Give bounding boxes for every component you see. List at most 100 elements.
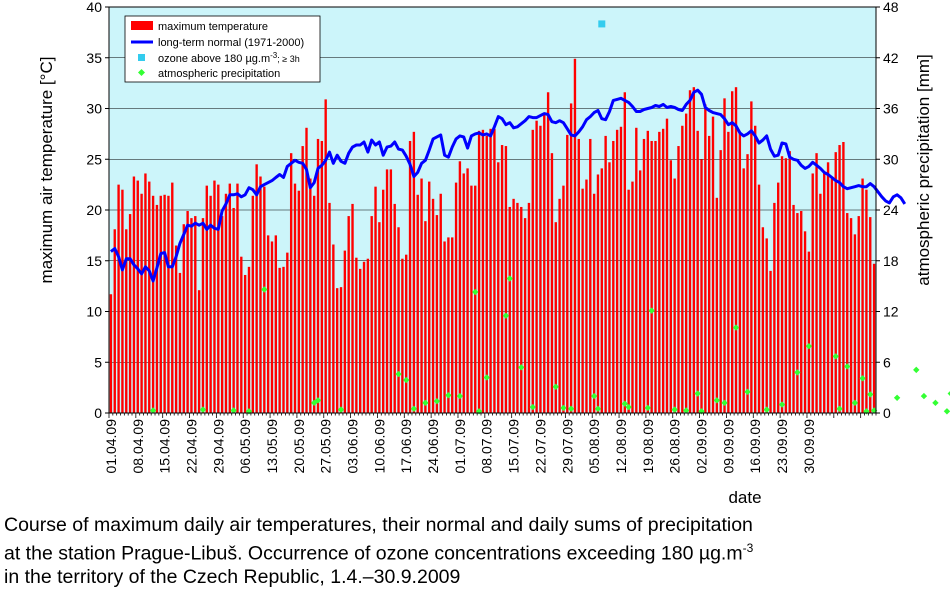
y2-tick-label: 42 (883, 50, 899, 66)
temperature-bar (738, 132, 742, 414)
precipitation-marker (947, 391, 950, 396)
legend-ozone-a: ozone above 180 µg.m (158, 53, 270, 65)
y2-tick-label: 18 (883, 253, 899, 269)
precipitation-marker (506, 275, 513, 282)
temperature-bar (761, 227, 765, 413)
precipitation-marker (851, 399, 859, 407)
precipitation-marker (943, 408, 950, 415)
temperature-bar (335, 288, 339, 413)
temperature-bar (516, 202, 519, 413)
temperature-bar (823, 173, 826, 413)
temperature-bar (385, 169, 389, 413)
precipitation-marker (529, 403, 536, 411)
temperature-bar (497, 162, 500, 413)
temperature-bar (186, 211, 189, 413)
temperature-bar (270, 241, 274, 413)
temperature-bar (692, 87, 696, 413)
precipitation-marker (560, 404, 567, 412)
precipitation-marker (778, 401, 786, 408)
max-temperature-bars (109, 58, 876, 414)
precipitation-marker (832, 353, 839, 360)
temperature-bar (723, 98, 726, 413)
temperature-bar (558, 198, 561, 413)
temperature-bar (312, 195, 316, 413)
temperature-bar (339, 287, 343, 413)
precipitation-marker (518, 364, 525, 371)
x-tick-label: 01.07.09 (452, 419, 468, 474)
temperature-bar (523, 218, 527, 413)
temperature-bar (278, 267, 281, 413)
temperature-bar (769, 270, 772, 413)
temperature-bar (569, 103, 573, 414)
temperature-bar (151, 195, 155, 413)
temperature-bar (174, 245, 178, 413)
x-tick-label: 19.08.09 (640, 419, 656, 474)
temperature-bar (796, 213, 799, 413)
temperature-bar (811, 173, 814, 413)
temperature-bar (853, 234, 857, 413)
temperature-bar (255, 164, 258, 413)
temperature-bar (140, 193, 143, 413)
temperature-bar (642, 138, 646, 413)
temperature-bar (800, 211, 803, 413)
precipitation-marker (422, 399, 429, 407)
y-tick-label: 30 (86, 101, 102, 117)
x-tick-label: 12.08.09 (613, 419, 629, 474)
temperature-bar (324, 99, 327, 414)
temperature-bar (286, 252, 289, 413)
temperature-bar (838, 145, 841, 414)
temperature-bar (416, 194, 419, 413)
temperature-bar (704, 104, 707, 413)
temperature-bar (128, 214, 132, 413)
caption-line-3: in the territory of the Czech Republic, … (4, 565, 461, 588)
y-tick-label: 10 (86, 304, 102, 320)
temperature-bar (447, 237, 450, 413)
x-axis-ticks: 01.04.09 08.04.09 15.04.09 22.04.09 29.04.09… (103, 413, 877, 474)
temperature-bar (543, 114, 546, 413)
temperature-bar (481, 129, 485, 413)
precipitation-marker (502, 312, 510, 319)
temperature-bar (435, 215, 439, 413)
precipitation-marker (314, 397, 322, 404)
temperature-bar (669, 160, 673, 413)
legend-label-normal: long-term normal (1971-2000) (158, 37, 304, 49)
temperature-bar (654, 140, 657, 414)
temperature-bar (665, 118, 669, 414)
precipitation-marker (395, 370, 402, 378)
temperature-bar (136, 180, 139, 413)
y2-tick-label: 24 (883, 202, 899, 218)
x-tick-label: 08.07.09 (479, 419, 495, 474)
precipitation-marker (445, 392, 452, 399)
temperature-bar (535, 120, 538, 414)
temperature-bar (454, 182, 458, 413)
temperature-bar (872, 263, 876, 413)
precipitation-marker (410, 405, 418, 412)
precipitation-marker (625, 403, 632, 411)
y-tick-label: 15 (86, 253, 102, 269)
temperature-bar (240, 256, 243, 413)
temperature-bar (113, 229, 116, 413)
temperature-bar (719, 150, 722, 414)
temperature-bar (539, 125, 542, 413)
temperature-bar (573, 58, 577, 413)
x-tick-label: 17.06.09 (398, 419, 414, 474)
precipitation-marker (893, 394, 901, 401)
temperature-bar (155, 204, 159, 413)
temperature-bar (684, 113, 688, 413)
temperature-bar (673, 178, 676, 413)
x-tick-label: 26.08.09 (667, 419, 683, 474)
temperature-bar (562, 185, 565, 413)
y-tick-label: 0 (94, 405, 102, 421)
precipitation-marker (836, 405, 843, 412)
x-tick-label: 20.05.09 (291, 419, 307, 474)
precipitation-marker (713, 397, 721, 404)
temperature-bar (282, 266, 285, 413)
precipitation-marker (913, 366, 920, 374)
legend-ozone-sup: -3 (270, 51, 278, 60)
temperature-bar (316, 138, 320, 413)
precipitation-marker (744, 388, 751, 396)
precipitation-marker (698, 408, 705, 415)
precipitation-marker (472, 288, 479, 296)
temperature-bar (159, 195, 162, 413)
temperature-bar (746, 154, 749, 414)
